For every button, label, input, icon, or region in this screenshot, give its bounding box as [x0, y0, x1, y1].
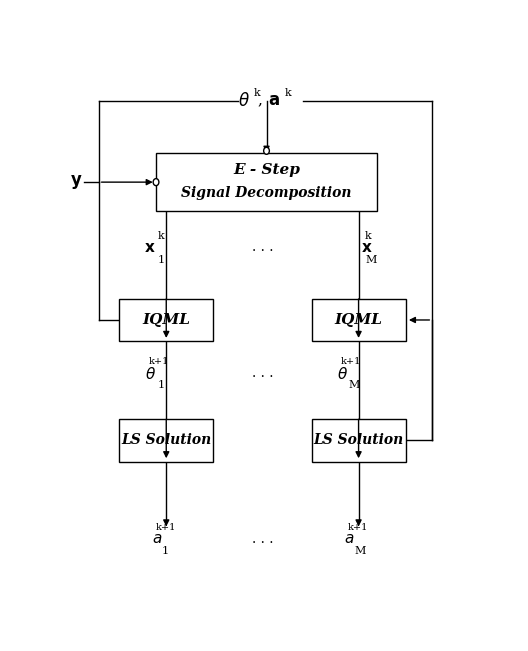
Text: $\mathbf{y}$: $\mathbf{y}$ — [70, 173, 82, 191]
Text: . . .: . . . — [252, 533, 273, 546]
Text: $\theta$: $\theta$ — [337, 366, 348, 381]
Text: LS Solution: LS Solution — [314, 434, 404, 447]
Text: 1: 1 — [162, 546, 169, 556]
Circle shape — [153, 178, 159, 186]
Text: $\theta$: $\theta$ — [145, 366, 156, 381]
Text: k: k — [285, 88, 291, 98]
Text: IQML: IQML — [335, 313, 383, 327]
Text: k+1: k+1 — [341, 357, 361, 366]
Bar — [119, 419, 213, 462]
Text: ,: , — [258, 94, 263, 107]
Text: $a$: $a$ — [152, 532, 162, 546]
Text: 1: 1 — [158, 380, 165, 390]
Text: k: k — [158, 231, 165, 241]
Text: k+1: k+1 — [155, 523, 176, 532]
Text: . . .: . . . — [252, 240, 273, 255]
Text: k: k — [364, 231, 371, 241]
Bar — [156, 153, 377, 211]
Circle shape — [263, 147, 269, 154]
Text: M: M — [355, 546, 366, 556]
Text: $\mathbf{x}$: $\mathbf{x}$ — [145, 242, 156, 255]
Text: $\mathbf{x}$: $\mathbf{x}$ — [361, 242, 372, 255]
Bar — [119, 299, 213, 341]
Bar — [312, 299, 406, 341]
Text: $\mathbf{a}$: $\mathbf{a}$ — [268, 92, 280, 109]
Text: M: M — [349, 380, 360, 390]
Text: IQML: IQML — [142, 313, 190, 327]
Text: Signal Decomposition: Signal Decomposition — [181, 186, 352, 200]
Text: $a$: $a$ — [344, 532, 354, 546]
Text: M: M — [365, 255, 376, 265]
Text: 1: 1 — [158, 255, 165, 265]
Bar — [312, 419, 406, 462]
Text: $\theta$: $\theta$ — [238, 92, 250, 109]
Text: k+1: k+1 — [347, 523, 368, 532]
Text: k+1: k+1 — [149, 357, 169, 366]
Text: . . .: . . . — [252, 366, 273, 380]
Text: k: k — [253, 88, 260, 98]
Text: E - Step: E - Step — [233, 163, 300, 176]
Text: LS Solution: LS Solution — [121, 434, 211, 447]
